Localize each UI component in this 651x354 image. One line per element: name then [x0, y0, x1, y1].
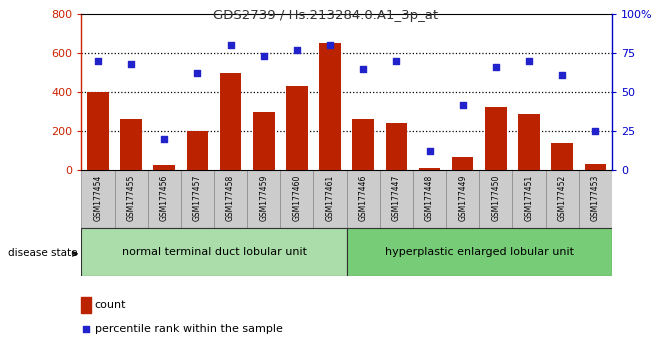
Text: normal terminal duct lobular unit: normal terminal duct lobular unit — [122, 247, 307, 257]
Text: GSM177456: GSM177456 — [159, 175, 169, 221]
Text: disease state: disease state — [8, 248, 77, 258]
Point — [491, 64, 501, 70]
Bar — [380, 170, 413, 228]
Bar — [479, 170, 512, 228]
Text: percentile rank within the sample: percentile rank within the sample — [94, 324, 283, 333]
Bar — [286, 86, 308, 170]
Point — [126, 61, 136, 67]
Point — [458, 102, 468, 107]
Bar — [419, 168, 440, 170]
Text: GSM177453: GSM177453 — [591, 175, 600, 221]
Text: GSM177461: GSM177461 — [326, 175, 335, 221]
Point — [192, 70, 202, 76]
Bar — [385, 123, 407, 170]
Text: GDS2739 / Hs.213284.0.A1_3p_at: GDS2739 / Hs.213284.0.A1_3p_at — [213, 9, 438, 22]
Bar — [148, 170, 181, 228]
Bar — [253, 112, 275, 170]
Bar — [247, 170, 281, 228]
Point — [391, 58, 402, 64]
Text: hyperplastic enlarged lobular unit: hyperplastic enlarged lobular unit — [385, 247, 574, 257]
Bar — [352, 119, 374, 170]
Point — [325, 42, 335, 48]
Bar — [452, 157, 473, 170]
Point — [81, 326, 91, 331]
Bar — [579, 170, 612, 228]
Text: GSM177451: GSM177451 — [525, 175, 534, 221]
Point — [258, 53, 269, 59]
Point — [292, 47, 302, 53]
Bar — [551, 143, 573, 170]
Bar — [81, 170, 115, 228]
Text: GSM177455: GSM177455 — [126, 175, 135, 221]
Text: GSM177448: GSM177448 — [425, 175, 434, 221]
Text: GSM177457: GSM177457 — [193, 175, 202, 221]
Bar — [485, 107, 506, 170]
Point — [159, 136, 169, 142]
Bar — [346, 170, 380, 228]
Bar — [220, 73, 242, 170]
Bar — [585, 164, 606, 170]
Bar — [518, 114, 540, 170]
Bar — [346, 228, 612, 276]
Point — [358, 66, 368, 72]
Text: GSM177449: GSM177449 — [458, 175, 467, 221]
Text: GSM177447: GSM177447 — [392, 175, 401, 221]
Point — [590, 128, 601, 134]
Bar — [154, 165, 175, 170]
Bar — [512, 170, 546, 228]
Bar — [314, 170, 346, 228]
Text: GSM177460: GSM177460 — [292, 175, 301, 221]
Bar — [120, 119, 142, 170]
Text: GSM177450: GSM177450 — [492, 175, 501, 221]
Bar — [546, 170, 579, 228]
Point — [557, 72, 568, 78]
Bar — [115, 170, 148, 228]
Text: count: count — [94, 300, 126, 310]
Bar — [81, 297, 91, 313]
Point — [424, 148, 435, 154]
Bar — [87, 92, 109, 170]
Bar — [446, 170, 479, 228]
Bar — [81, 228, 346, 276]
Text: GSM177459: GSM177459 — [259, 175, 268, 221]
Bar — [413, 170, 446, 228]
Bar — [181, 170, 214, 228]
Text: GSM177458: GSM177458 — [226, 175, 235, 221]
Bar — [281, 170, 314, 228]
Text: GSM177446: GSM177446 — [359, 175, 368, 221]
Bar — [319, 44, 341, 170]
Point — [524, 58, 534, 64]
Point — [92, 58, 103, 64]
Text: GSM177452: GSM177452 — [558, 175, 567, 221]
Text: GSM177454: GSM177454 — [94, 175, 102, 221]
Point — [225, 42, 236, 48]
Bar — [187, 131, 208, 170]
Bar — [214, 170, 247, 228]
